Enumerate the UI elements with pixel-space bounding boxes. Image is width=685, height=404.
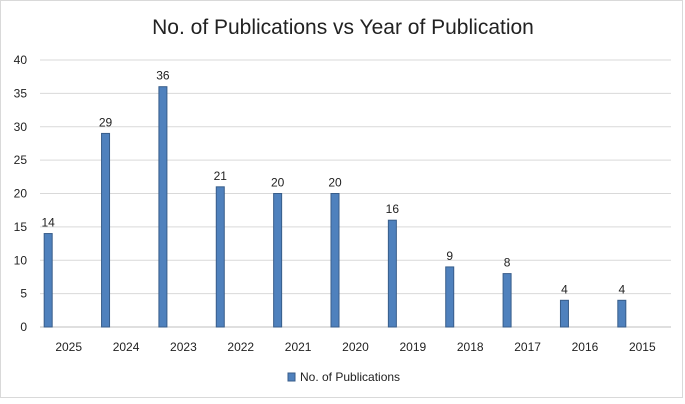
bar [43, 233, 53, 328]
data-label: 20 [271, 176, 285, 190]
bar [330, 193, 340, 328]
data-label: 21 [214, 169, 228, 183]
bar [215, 186, 225, 328]
data-label: 16 [386, 202, 400, 216]
y-tick-label: 40 [14, 53, 28, 67]
y-axis-ticks: 0 5 10 15 20 25 30 35 40 [14, 53, 28, 334]
x-tick-label: 2019 [400, 340, 427, 354]
legend-swatch [287, 372, 296, 382]
bar [387, 219, 397, 328]
y-tick-label: 15 [14, 220, 28, 234]
data-label: 14 [42, 216, 56, 230]
y-tick-label: 35 [14, 86, 28, 100]
bar [273, 193, 283, 328]
x-tick-label: 2018 [457, 340, 484, 354]
x-tick-label: 2022 [227, 340, 254, 354]
bar [158, 86, 168, 328]
gridlines [40, 59, 671, 328]
x-tick-label: 2024 [113, 340, 140, 354]
bar [445, 266, 455, 328]
y-tick-label: 30 [14, 120, 28, 134]
x-axis-ticks: 2025 2024 2023 2022 2021 2020 2019 2018 2017 2016… [55, 340, 656, 354]
x-tick-label: 2021 [285, 340, 312, 354]
data-label: 36 [156, 69, 170, 83]
data-label: 4 [561, 282, 568, 296]
bars [43, 86, 627, 328]
x-tick-label: 2017 [514, 340, 541, 354]
x-tick-label: 2025 [55, 340, 82, 354]
y-tick-label: 10 [14, 253, 28, 267]
x-tick-label: 2016 [572, 340, 599, 354]
bar [559, 299, 569, 328]
bar [101, 132, 111, 328]
bar [502, 273, 512, 328]
x-tick-label: 2020 [342, 340, 369, 354]
x-tick-label: 2023 [170, 340, 197, 354]
y-tick-label: 25 [14, 153, 28, 167]
chart-title: No. of Publications vs Year of Publicati… [152, 16, 534, 39]
data-label: 29 [99, 115, 113, 129]
y-tick-label: 5 [20, 287, 27, 301]
bar [617, 299, 627, 328]
data-labels: 14 29 36 21 20 20 16 9 8 4 4 [42, 69, 626, 297]
legend: No. of Publications [287, 370, 400, 384]
y-tick-label: 0 [20, 320, 27, 334]
y-tick-label: 20 [14, 187, 28, 201]
data-label: 9 [446, 249, 453, 263]
data-label: 4 [618, 282, 625, 296]
x-tick-label: 2015 [629, 340, 656, 354]
legend-label: No. of Publications [300, 370, 400, 384]
data-label: 8 [504, 256, 511, 270]
data-label: 20 [328, 176, 342, 190]
